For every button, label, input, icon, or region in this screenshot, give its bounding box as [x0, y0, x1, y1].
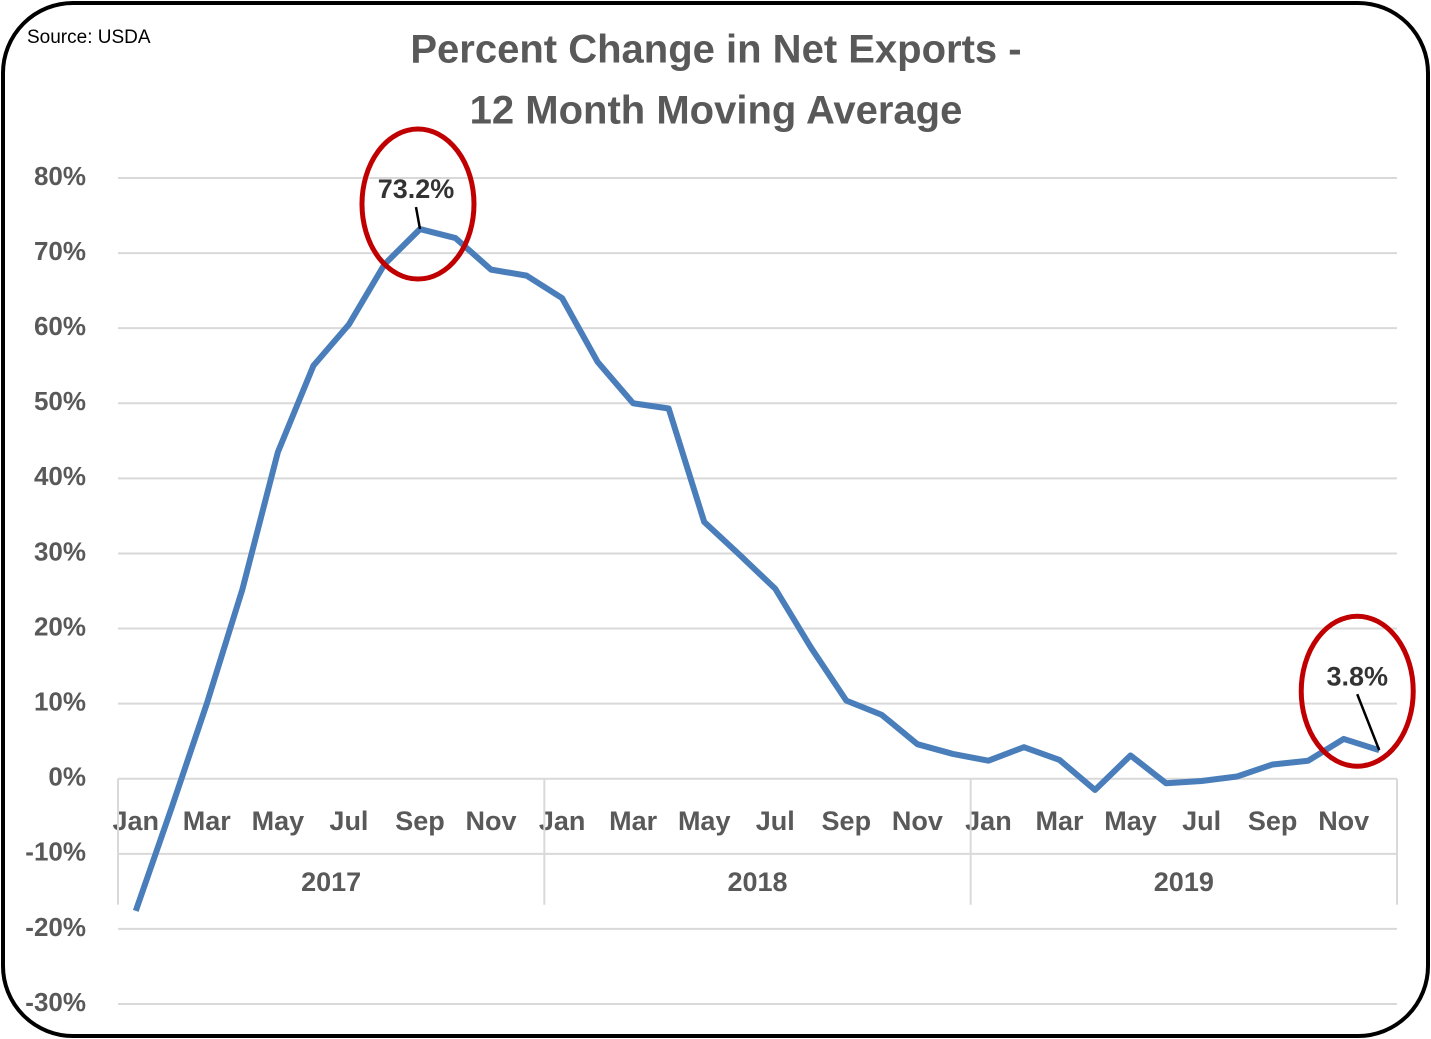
- x-tick-label: Mar: [183, 806, 232, 836]
- x-tick-label: Sep: [822, 806, 872, 836]
- leader-line: [414, 206, 422, 230]
- y-tick-label: 0%: [48, 762, 86, 792]
- line-series: [132, 226, 1381, 912]
- highlight-circle: [359, 126, 477, 282]
- y-tick-label: 10%: [34, 687, 86, 717]
- highlight-circle: [1298, 613, 1416, 769]
- x-tick-label: Nov: [1318, 806, 1369, 836]
- y-tick-label: 20%: [34, 611, 86, 641]
- chart-title: 12 Month Moving Average: [470, 89, 963, 133]
- x-tick-label: Jul: [1182, 806, 1221, 836]
- x-tick-label: May: [678, 806, 731, 836]
- x-tick-label: Sep: [395, 806, 445, 836]
- y-tick-label: -30%: [25, 987, 86, 1017]
- x-tick-label: Mar: [609, 806, 658, 836]
- y-tick-label: -10%: [25, 837, 86, 867]
- y-tick-label: -20%: [25, 912, 86, 942]
- year-label: 2017: [301, 867, 361, 897]
- chart-title: Percent Change in Net Exports -: [410, 28, 1021, 72]
- x-tick-label: Jul: [756, 806, 795, 836]
- x-tick-label: Sep: [1248, 806, 1298, 836]
- x-tick-label: Nov: [466, 806, 517, 836]
- x-tick-label: May: [1104, 806, 1157, 836]
- y-tick-label: 70%: [34, 236, 86, 266]
- y-tick-label: 40%: [34, 461, 86, 491]
- y-tick-label: 30%: [34, 536, 86, 566]
- y-tick-label: 80%: [34, 161, 86, 191]
- y-tick-label: 50%: [34, 386, 86, 416]
- year-label: 2018: [727, 867, 787, 897]
- data-label: 3.8%: [1326, 661, 1388, 691]
- y-tick-label: 60%: [34, 311, 86, 341]
- leader-line: [1356, 693, 1381, 751]
- data-label: 73.2%: [378, 174, 455, 204]
- x-tick-label: May: [252, 806, 305, 836]
- x-tick-label: Jul: [329, 806, 368, 836]
- x-tick-label: Nov: [892, 806, 943, 836]
- source: Source: USDA: [27, 27, 151, 48]
- x-tick-label: Mar: [1035, 806, 1084, 836]
- year-label: 2019: [1154, 867, 1214, 897]
- x-tick-label: Jan: [539, 806, 586, 836]
- x-tick-label: Jan: [965, 806, 1012, 836]
- x-tick-label: Jan: [112, 806, 159, 836]
